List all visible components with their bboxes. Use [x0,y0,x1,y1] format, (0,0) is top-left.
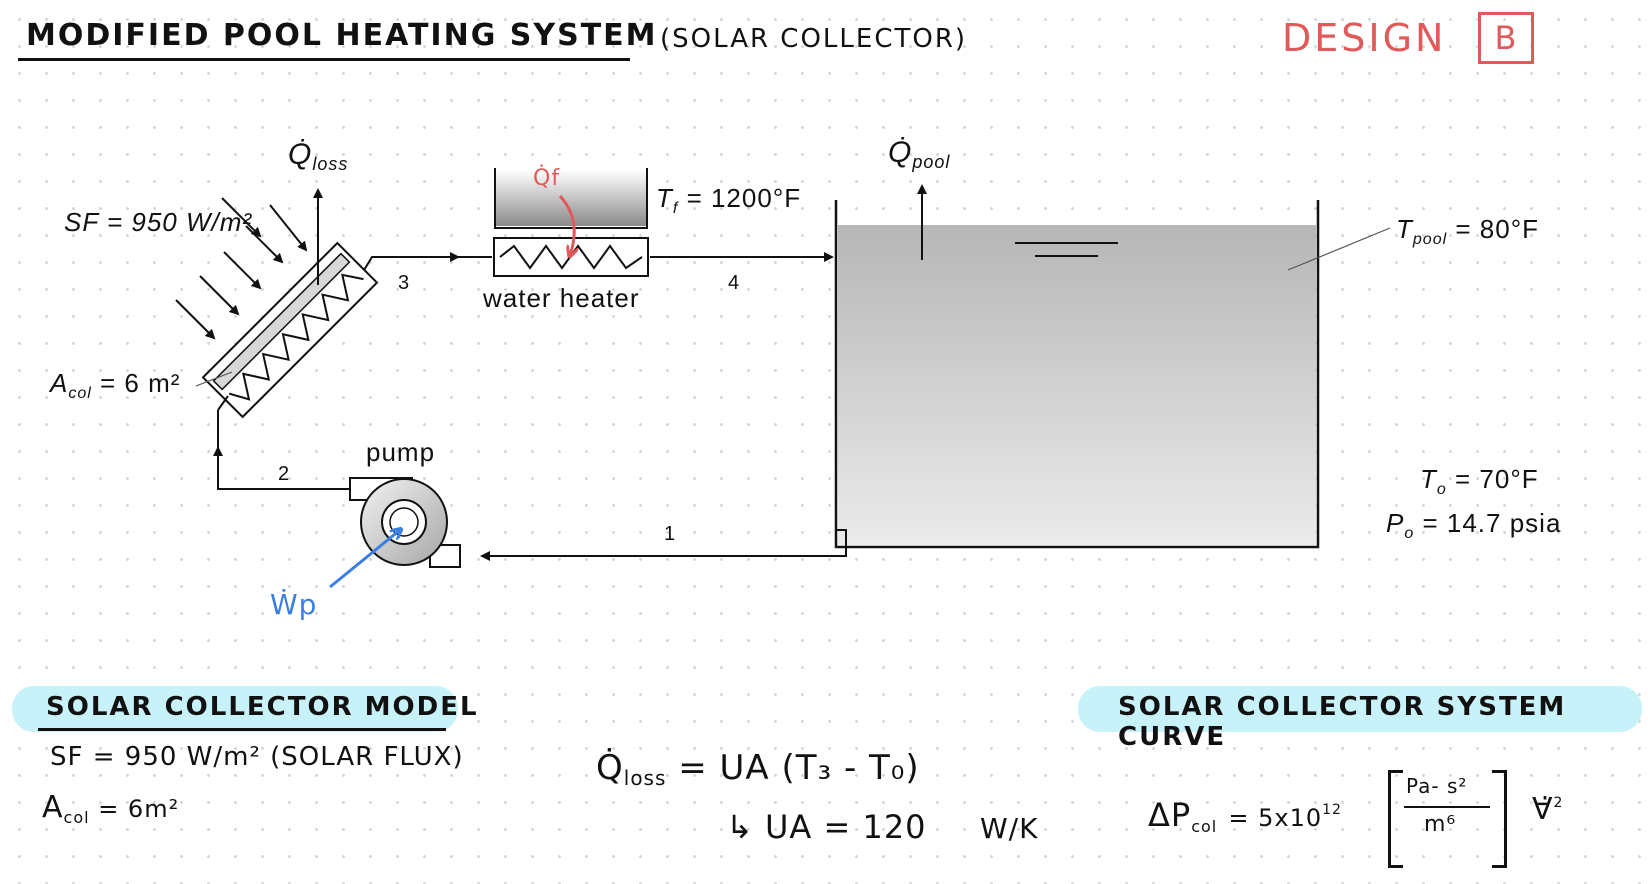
curve-section-title: SOLAR COLLECTOR SYSTEM CURVE [1118,692,1567,752]
right-bracket [1492,770,1507,868]
qf-label: Q̇f [533,166,561,191]
to-label: To = 70°F [1420,464,1539,498]
curve-lhs: ΔPcol = 5x1012 [1148,796,1342,836]
state-1-label: 1 [664,523,677,545]
wp-label: Ẇp [270,588,318,621]
water-heater-label: water heater [483,283,640,313]
po-label: Po = 14.7 psia [1386,508,1562,542]
qf-arrow [558,194,574,255]
curve-unit-denominator: m⁶ [1424,812,1457,837]
design-letter-box: B [1478,12,1534,64]
model-section-title: SOLAR COLLECTOR MODEL [46,692,479,722]
pipe-1 [480,529,847,561]
solar-flux-label: SF = 950 W/m² [64,207,253,237]
pipe-2 [213,446,350,490]
solar-collector [201,241,379,419]
tpool-leader [1287,227,1391,271]
pool-water [838,225,1316,545]
ua-units: W/K [980,812,1039,845]
page-subtitle: (SOLAR COLLECTOR) [660,24,968,54]
ua-value: ↳ UA = 120 [726,808,927,846]
q-loss-label: Q̇loss [288,138,349,174]
curve-unit-numerator: Pa- s² [1406,774,1468,798]
state-2-label: 2 [278,463,291,485]
model-line-solar-flux: SF = 950 W/m² (SOLAR FLUX) [50,742,464,772]
design-label: DESIGN [1282,16,1447,60]
model-section-highlight [12,686,458,732]
model-line-area: Acol = 6m² [42,790,180,827]
tf-label: Tf = 1200°F [656,183,802,217]
q-pool-label: Q̇pool [888,136,951,172]
left-bracket [1388,770,1403,868]
pump-label: pump [366,437,436,467]
wp-arrow [329,530,400,589]
title-underline [18,58,630,61]
curve-section-highlight [1078,686,1642,732]
state-3-label: 3 [398,272,411,294]
tpool-label: Tpool = 80°F [1396,214,1539,248]
pool-tank-walls [834,200,1320,549]
page-title: MODIFIED POOL HEATING SYSTEM [26,18,658,53]
state-4-label: 4 [728,272,741,294]
fraction-bar [1404,806,1490,808]
volume-flow-term: ∀̇2 [1532,792,1564,827]
model-section-underline [38,728,446,731]
acol-label: Acol = 6 m² [50,368,181,402]
pump [349,477,461,568]
qloss-equation: Q̇loss = UA (T₃ - T₀) [596,748,920,790]
